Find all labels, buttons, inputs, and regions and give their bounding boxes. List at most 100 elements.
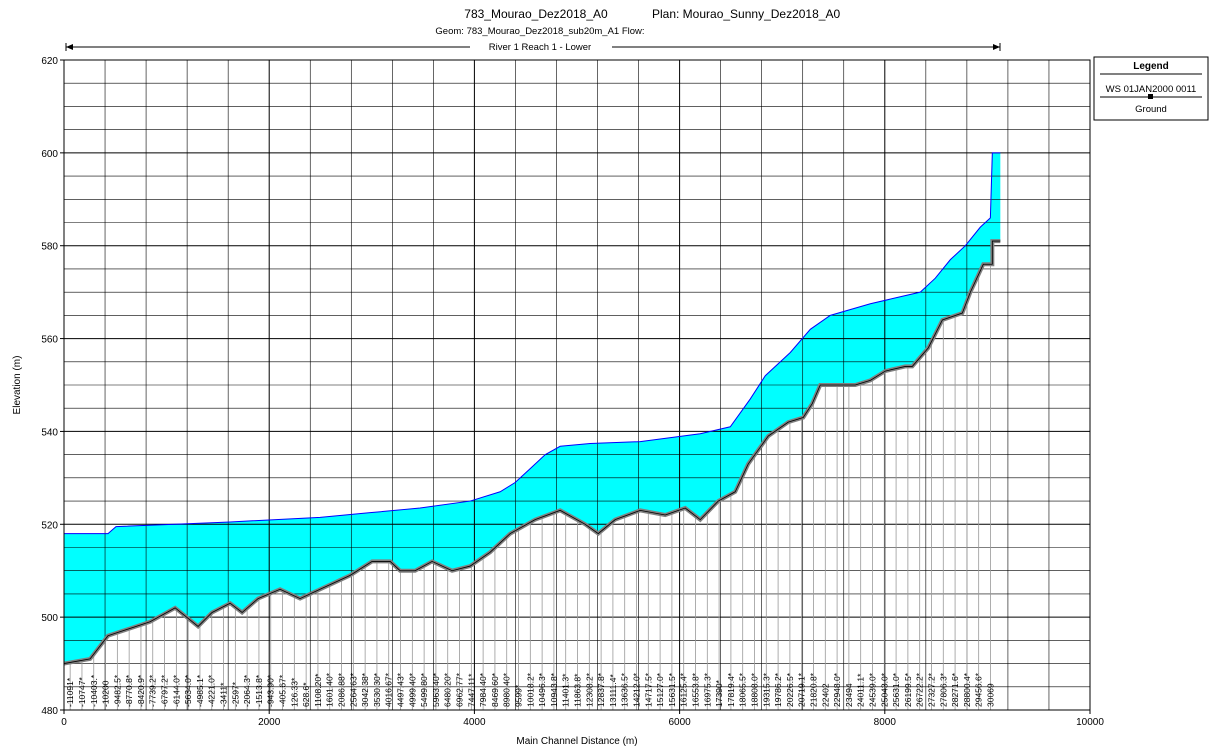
reach-label: River 1 Reach 1 - Lower [489, 42, 591, 53]
plot: 0 2000 4000 6000 8000 10000 480 500 520 540 560 580… [41, 56, 1104, 728]
station-label: 13111.4* [608, 674, 618, 707]
station-label: 26199.5* [903, 672, 913, 707]
y-tick-label: 480 [41, 706, 58, 717]
plot-frame [63, 59, 1091, 711]
station-label: -6144.0* [171, 674, 181, 707]
station-label: 22948.0* [832, 672, 842, 707]
station-label: 126.33* [289, 677, 299, 707]
station-label: 22402 [820, 683, 830, 707]
y-tick-label: 600 [41, 149, 58, 160]
ws-line [64, 152, 1001, 535]
x-tick-label: 10000 [1076, 717, 1104, 728]
station-label: 20226.5* [785, 672, 795, 707]
ground-area [64, 241, 1090, 711]
station-label: 20719.1* [797, 672, 807, 707]
station-label: 2564.63* [348, 672, 358, 707]
station-label: -8420.9* [136, 674, 146, 707]
station-label: 25043.0* [879, 672, 889, 707]
station-label: -5634.0* [183, 674, 193, 707]
station-label: -8770.8* [124, 674, 134, 707]
y-tick-label: 520 [41, 520, 58, 531]
station-label: 7447.11* [466, 673, 476, 707]
station-label: 1601.40* [325, 672, 335, 707]
station-label: 8980.40* [502, 672, 512, 707]
chart-title: 783_Mourao_Dez2018_A0 [464, 7, 608, 21]
y-tick-label: 620 [41, 56, 58, 67]
station-label: 18065.5* [738, 672, 748, 707]
legend: Legend WS 01JAN2000 0011 Ground [1093, 56, 1209, 121]
station-label: 29456.6* [974, 672, 984, 707]
station-label: -9482.5* [112, 674, 122, 707]
station-label: -11091* [65, 677, 75, 707]
station-label: 4016.67* [384, 672, 394, 707]
station-label: 23494 [844, 683, 854, 707]
y-tick-label: 540 [41, 427, 58, 438]
station-label: 628.6* [301, 682, 311, 707]
station-label: 16975.3* [702, 672, 712, 707]
station-label: 17819.4* [726, 672, 736, 707]
station-label: 26722.2* [915, 672, 925, 707]
station-label: -10200 [101, 680, 111, 707]
station-label: -10403.* [89, 674, 99, 707]
y-axis-label: Elevation (m) [12, 356, 23, 415]
station-label: 12837.8* [596, 672, 606, 707]
station-label: 15127.0* [655, 672, 665, 707]
station-label: -3411* [219, 682, 229, 707]
station-label: 16125.4* [679, 672, 689, 707]
station-label: -2064.3* [242, 674, 252, 707]
legend-box [1093, 56, 1209, 121]
station-label: 15631.5* [667, 672, 677, 707]
legend-label: Ground [1135, 104, 1167, 115]
y-tick-label: 560 [41, 335, 58, 346]
legend-label: WS 01JAN2000 0011 [1106, 84, 1197, 95]
station-label: 3042.38* [360, 672, 370, 707]
x-tick-label: 6000 [668, 717, 691, 728]
legend-title: Legend [1133, 61, 1169, 72]
station-label: 7984.40* [478, 672, 488, 707]
station-label: 12308.2* [584, 672, 594, 707]
ground-line-core [63, 240, 1001, 664]
station-label: 10018.2* [525, 672, 535, 707]
station-label: -2597* [230, 681, 240, 707]
station-label: -6797.2* [160, 674, 170, 707]
x-tick-label: 8000 [874, 717, 897, 728]
station-label: 19786.2* [773, 672, 783, 707]
x-tick-label: 0 [61, 717, 67, 728]
station-label: 27806.3* [938, 672, 948, 707]
chart-subtitle: Geom: 783_Mourao_Dez2018_sub20m_A1 Flow: [435, 26, 644, 37]
station-label: 17390* [714, 679, 724, 707]
station-label: 14717.5* [643, 672, 653, 707]
station-label: 14212.0* [632, 672, 642, 707]
station-label: 10943.8* [549, 672, 559, 707]
station-label: -405.67* [278, 674, 288, 707]
reach-label-bg [470, 41, 612, 53]
station-label: 28271.6* [950, 672, 960, 707]
station-label: -4221.0* [207, 674, 217, 707]
station-label: -943.90* [266, 674, 276, 707]
station-label: 8469.60* [490, 672, 500, 707]
station-label: 10496.3* [537, 672, 547, 707]
station-label: 5499.80* [419, 672, 429, 707]
station-label: 30069 [985, 683, 995, 707]
plan-label: Plan: Mourao_Sunny_Dez2018_A0 [652, 7, 840, 21]
station-label: 16553.8* [691, 672, 701, 707]
station-label: 1108.20* [313, 673, 323, 707]
station-label: 9599* [514, 684, 524, 707]
station-label: -4985.1* [195, 674, 205, 707]
y-tick-label: 580 [41, 242, 58, 253]
station-label: 24011.1* [856, 673, 866, 707]
x-tick-label: 4000 [463, 717, 486, 728]
station-label: 21820.8* [808, 672, 818, 707]
station-label: -1513.8* [254, 674, 264, 707]
x-axis-label: Main Channel Distance (m) [516, 736, 637, 747]
station-label: 6480.20* [443, 672, 453, 707]
station-label: 3530.30* [372, 672, 382, 707]
station-label: 2086.88* [337, 672, 347, 707]
legend-marker [1148, 94, 1153, 99]
y-tick-label: 500 [41, 613, 58, 624]
station-label: -7739.2* [148, 674, 158, 707]
station-label: 4999.40* [407, 672, 417, 707]
station-label: 6962.77* [455, 672, 465, 707]
station-label: 28800.4* [962, 672, 972, 707]
